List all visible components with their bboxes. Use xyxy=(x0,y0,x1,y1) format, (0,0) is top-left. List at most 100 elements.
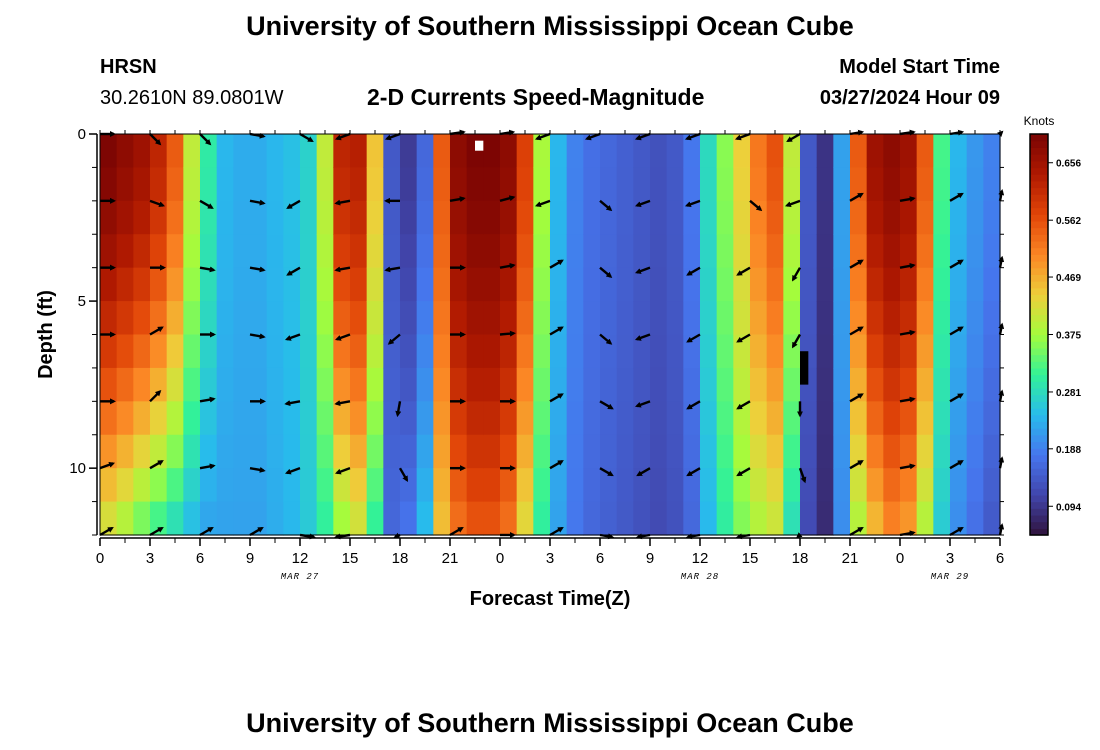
heatmap-cell xyxy=(416,401,434,436)
current-vector xyxy=(899,196,916,203)
heatmap-cell xyxy=(416,134,434,169)
heatmap-cell xyxy=(300,434,318,469)
heatmap-cell xyxy=(950,267,968,302)
colorbar-segment xyxy=(1030,301,1048,309)
heatmap-cell xyxy=(416,468,434,503)
heatmap-cell xyxy=(766,434,784,469)
heatmap-cell xyxy=(466,334,484,369)
heatmap-cell xyxy=(666,167,684,202)
heatmap-cell xyxy=(166,367,184,402)
heatmap-cell xyxy=(300,267,318,302)
heatmap-cell xyxy=(900,367,918,402)
colorbar-segment xyxy=(1030,428,1048,436)
heatmap-cell xyxy=(183,401,201,436)
x-tick-label: 0 xyxy=(496,550,504,567)
heatmap-cell xyxy=(800,401,818,436)
current-vector xyxy=(149,133,162,146)
heatmap-cell xyxy=(200,167,218,202)
heatmap-cell xyxy=(633,200,651,235)
heatmap-cell xyxy=(716,301,734,336)
heatmap-cell xyxy=(666,367,684,402)
heatmap-cell xyxy=(933,401,951,436)
heatmap-cell xyxy=(933,267,951,302)
heatmap-cell xyxy=(916,401,934,436)
x-tick-label: 9 xyxy=(646,550,654,567)
heatmap-cell xyxy=(483,334,501,369)
heatmap-cell xyxy=(133,501,151,536)
colorbar-tick-label: 0.281 xyxy=(1056,388,1081,399)
colorbar-segment xyxy=(1030,214,1048,222)
heatmap-cell xyxy=(683,468,701,503)
colorbar-segment xyxy=(1030,481,1048,489)
heatmap-cell xyxy=(700,234,718,269)
current-vector xyxy=(398,467,409,483)
heatmap-cell xyxy=(333,301,351,336)
colorbar-segment xyxy=(1030,381,1048,389)
heatmap-cell xyxy=(866,234,884,269)
heatmap-cell xyxy=(616,134,634,169)
date-label: MAR 28 xyxy=(681,572,719,582)
heatmap-cell xyxy=(883,234,901,269)
colorbar-segment xyxy=(1030,508,1048,516)
colorbar-segment xyxy=(1030,314,1048,322)
heatmap-cell xyxy=(166,200,184,235)
heatmap-cell xyxy=(816,267,834,302)
current-vector xyxy=(149,460,164,470)
heatmap-cell xyxy=(783,134,801,169)
heatmap-cell xyxy=(933,334,951,369)
heatmap-cell xyxy=(450,367,468,402)
colorbar-segment xyxy=(1030,367,1048,376)
heatmap-cell xyxy=(733,434,751,469)
heatmap-cell xyxy=(683,200,701,235)
heatmap-cell xyxy=(100,167,118,202)
heatmap-cell xyxy=(466,401,484,436)
heatmap-cell xyxy=(216,200,234,235)
heatmap-cell xyxy=(600,200,618,235)
heatmap-cell xyxy=(566,134,584,169)
heatmap-cell xyxy=(566,167,584,202)
heatmap-cell xyxy=(516,468,534,503)
heatmap-cell xyxy=(466,234,484,269)
current-vector xyxy=(199,526,214,537)
heatmap-cell xyxy=(633,367,651,402)
heatmap-cell xyxy=(550,134,568,169)
heatmap-cell xyxy=(116,367,134,402)
heatmap-cell xyxy=(533,234,551,269)
x-tick-label: 18 xyxy=(392,550,409,567)
heatmap-cell xyxy=(316,501,334,536)
heatmap-cell xyxy=(266,167,284,202)
heatmap-cell xyxy=(550,200,568,235)
heatmap-cell xyxy=(466,501,484,536)
footer-title: University of Southern Mississippi Ocean… xyxy=(246,708,854,738)
heatmap-cell xyxy=(366,267,384,302)
heatmap-cell xyxy=(983,401,1001,436)
current-vector xyxy=(284,400,301,407)
heatmap-cell xyxy=(300,501,318,536)
heatmap-cell xyxy=(233,434,251,469)
heatmap-cell xyxy=(583,401,601,436)
heatmap-cell xyxy=(500,468,518,503)
heatmap-cell xyxy=(366,501,384,536)
heatmap-cell xyxy=(833,334,851,369)
current-vector xyxy=(584,132,601,141)
heatmap-cell xyxy=(750,334,768,369)
heatmap-cell xyxy=(166,301,184,336)
heatmap-cell xyxy=(416,334,434,369)
current-vector xyxy=(849,460,864,470)
heatmap-cell xyxy=(916,434,934,469)
heatmap-cell xyxy=(366,134,384,169)
axes: 0 3 6 9 12 15 18 21 0 3 6 9 12 15 18 21 0 3 6 0 5 10 MAR 27 MAR… xyxy=(35,126,1004,610)
heatmap-cell xyxy=(666,401,684,436)
heatmap-cell xyxy=(683,234,701,269)
heatmap-cell xyxy=(816,234,834,269)
heatmap-cell xyxy=(500,501,518,536)
heatmap-cell xyxy=(683,134,701,169)
heatmap-cell xyxy=(383,468,401,503)
colorbar-segment xyxy=(1030,147,1048,155)
heatmap-cell xyxy=(333,267,351,302)
model-start-label: Model Start Time xyxy=(839,56,1000,78)
heatmap-cell xyxy=(650,501,668,536)
heatmap-cell xyxy=(333,501,351,536)
heatmap-cell xyxy=(866,301,884,336)
heatmap-cell xyxy=(316,434,334,469)
